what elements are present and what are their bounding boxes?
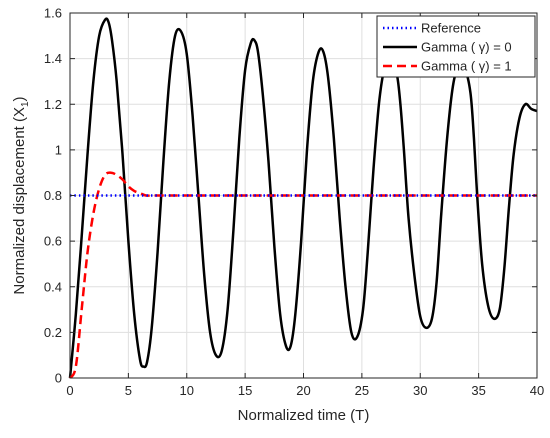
y-tick-label: 0.4 [44, 279, 62, 294]
x-tick-label: 20 [296, 383, 310, 398]
series-line-2 [68, 171, 537, 379]
y-tick-label: 0.8 [44, 188, 62, 203]
y-tick-label: 1.4 [44, 51, 62, 66]
y-axis-label-subscript: 1 [20, 101, 31, 107]
x-axis-label: Normalized time (T) [238, 407, 370, 424]
legend: Reference Gamma ( γ) = 0 Gamma ( γ) = 1 [376, 15, 536, 78]
y-tick-label: 0.6 [44, 234, 62, 249]
y-tick-label: 1.6 [44, 6, 62, 21]
y-tick-label: 1.2 [44, 97, 62, 112]
y-axis-label-main: Normalized displacement (X [11, 107, 28, 295]
x-tick-label: 10 [180, 383, 194, 398]
x-tick-label: 15 [238, 383, 252, 398]
x-axis: 0 5 10 15 20 25 30 35 40 [66, 13, 544, 398]
y-axis-label-close: ) [11, 96, 28, 101]
x-tick-label: 40 [530, 383, 544, 398]
x-tick-label: 30 [413, 383, 427, 398]
x-tick-label: 25 [355, 383, 369, 398]
legend-entry-0: Reference [421, 21, 481, 36]
legend-entry-1: Gamma ( γ) = 0 [421, 40, 512, 55]
x-tick-label: 5 [125, 383, 132, 398]
x-tick-label: 0 [66, 383, 73, 398]
x-tick-label: 35 [471, 383, 485, 398]
y-axis: 0 0.2 0.4 0.6 0.8 1 1.2 1.4 1.6 [44, 6, 537, 386]
y-axis-label: Normalized displacement (X1) [11, 96, 31, 294]
y-tick-label: 1 [55, 142, 62, 157]
y-tick-label: 0 [55, 371, 62, 386]
legend-entry-2: Gamma ( γ) = 1 [421, 59, 512, 74]
y-tick-label: 0.2 [44, 325, 62, 340]
